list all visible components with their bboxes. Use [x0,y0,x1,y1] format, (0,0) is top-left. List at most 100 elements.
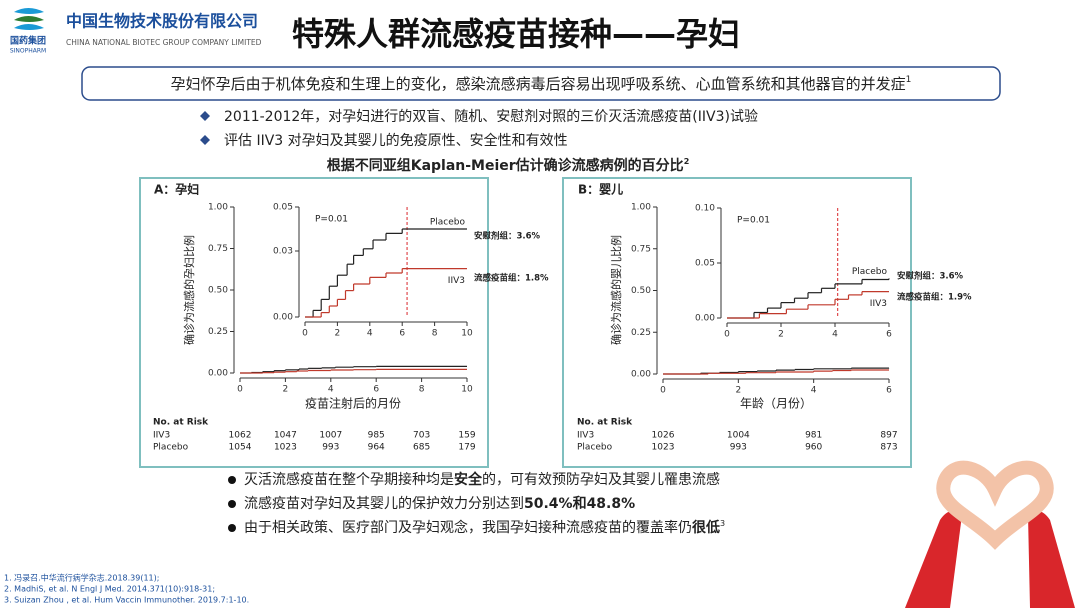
y-tick-label: 0.03 [273,247,293,257]
y-tick-label: 1.00 [631,203,651,213]
series-annotation: 安慰剂组：3.6% [897,271,964,282]
heart-hands [905,460,1075,608]
series-name: IIV3 [448,276,465,286]
x-tick-label: 8 [419,385,425,395]
inset-x-tick-label: 2 [335,329,341,339]
bullet-icon [200,111,210,121]
chart-heading-sup: 2 [684,157,690,166]
bullet: 2011-2012年，对孕妇进行的双盲、随机、安慰剂对照的三价灭活流感疫苗(II… [224,108,758,125]
inset-x-tick-label: 4 [832,330,838,340]
bullet-dot [228,500,236,508]
panel-title: B：婴儿 [578,183,623,197]
reference: 1. 冯录召.中华流行病学杂志.2018.39(11); [4,573,159,583]
risk-value: 993 [322,443,339,453]
risk-value: 1007 [319,431,342,441]
risk-value: 960 [805,443,822,453]
series-annotation: 流感疫苗组：1.8% [474,273,549,284]
x-tick-label: 2 [283,385,289,395]
risk-row-name: Placebo [577,443,613,453]
risk-value: 685 [413,443,430,453]
inset-annotation: P=0.01 [315,215,348,225]
risk-value: 1054 [229,443,252,453]
risk-value: 981 [805,431,822,441]
risk-value: 1026 [652,431,675,441]
company-cn: 中国生物技术股份有限公司 [66,12,258,31]
y-tick-label: 0.00 [695,314,715,324]
x-tick-label: 10 [461,385,473,395]
risk-value: 1023 [652,443,675,453]
risk-row-name: IIV3 [577,431,594,441]
risk-row-name: Placebo [153,443,189,453]
x-axis-label: 疫苗注射后的月份 [305,396,401,411]
inset-x-tick-label: 2 [778,330,784,340]
inset-x-tick-label: 10 [461,329,473,339]
banner-main: 孕妇怀孕后由于机体免疫和生理上的变化，感染流感病毒后容易出现呼吸系统、心血管系统… [171,75,906,93]
y-tick-label: 0.50 [631,286,651,296]
conclusion-bold: 很低 [692,519,720,536]
panel-title: A：孕妇 [154,182,199,197]
y-axis-label: 确诊为流感的孕妇比例 [182,235,196,345]
chart-heading: 根据不同亚组Kaplan-Meier估计确诊流感病例的百分比2 [327,157,690,175]
risk-value: 873 [880,443,897,453]
x-tick-label: 6 [886,386,892,396]
risk-value: 1062 [229,431,252,441]
conclusion-sup: 3 [720,519,725,528]
y-tick-label: 0.25 [208,327,228,337]
risk-value: 703 [413,431,430,441]
series-name: Placebo [430,218,466,228]
inset-x-tick-label: 0 [302,329,308,339]
inset-x-tick-label: 6 [399,329,405,339]
x-axis-label: 年龄（月份） [740,397,812,411]
bullet-icon [200,135,210,145]
y-tick-label: 0.00 [273,313,293,323]
x-tick-label: 4 [811,386,817,396]
x-tick-label: 6 [373,385,379,395]
risk-value: 1023 [274,443,297,453]
risk-value: 1047 [274,431,297,441]
y-tick-label: 0.25 [631,328,651,338]
logo-en: SINOPHARM [10,48,46,55]
y-tick-label: 0.50 [208,286,228,296]
risk-value: 179 [458,443,475,453]
y-tick-label: 0.05 [695,259,715,269]
inset-x-tick-label: 6 [886,330,892,340]
y-tick-label: 0.05 [273,203,293,213]
bullet-dot [228,476,236,484]
risk-value: 897 [880,431,897,441]
y-tick-label: 0.00 [631,370,651,380]
conclusion-bold: 50.4%和48.8% [524,496,635,512]
series-annotation: 安慰剂组：3.6% [474,231,541,242]
conclusion: 流感疫苗对孕妇及其婴儿的保护效力分别达到50.4%和48.8% [244,495,635,512]
series-name: IIV3 [870,299,887,309]
y-tick-label: 0.00 [208,369,228,379]
conclusion: 灭活流感疫苗在整个孕期接种均是安全的，可有效预防孕妇及其婴儿罹患流感 [244,471,720,488]
inset-x-tick-label: 4 [367,329,373,339]
conclusion-text: 流感疫苗对孕妇及其婴儿的保护效力分别达到 [244,495,524,512]
inset-x-tick-label: 8 [432,329,438,339]
bullet: 评估 IIV3 对孕妇及其婴儿的免疫原性、安全性和有效性 [224,132,568,149]
y-tick-label: 0.10 [695,204,715,214]
x-tick-label: 2 [735,386,741,396]
series-name: Placebo [852,267,888,277]
reference: 2. MadhiS, et al. N Engl J Med. 2014.371… [4,585,215,594]
inset-x-tick-label: 0 [724,330,730,340]
conclusion: 由于相关政策、医疗部门及孕妇观念，我国孕妇接种流感疫苗的覆盖率仍很低3 [244,519,725,537]
conclusion-text: 的，可有效预防孕妇及其婴儿罹患流感 [482,471,720,488]
banner-box [81,66,1001,101]
risk-value: 993 [730,443,747,453]
y-axis-label: 确诊为流感的婴儿比例 [609,235,623,345]
risk-title: No. at Risk [577,418,633,428]
inset-annotation: P=0.01 [737,216,770,226]
x-tick-label: 4 [328,385,334,395]
x-tick-label: 0 [237,385,243,395]
y-tick-label: 0.75 [631,244,651,254]
risk-value: 1004 [727,431,750,441]
risk-value: 159 [458,431,475,441]
conclusion-text: 灭活流感疫苗在整个孕期接种均是 [244,471,454,488]
slide-title: 特殊人群流感疫苗接种——孕妇 [292,15,740,53]
y-tick-label: 1.00 [208,203,228,213]
series-annotation: 流感疫苗组：1.9% [897,292,972,303]
chart-heading-text: 根据不同亚组Kaplan-Meier估计确诊流感病例的百分比 [327,157,684,174]
